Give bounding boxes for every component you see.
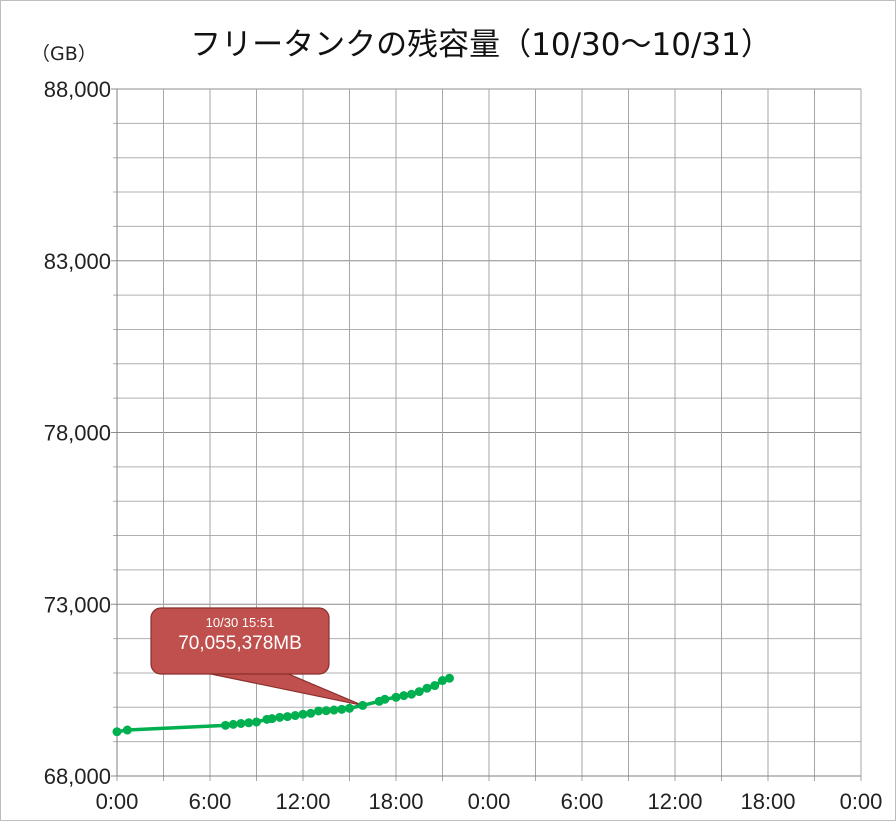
data-point [444,673,454,683]
x-tick-label: 0:00 [96,789,139,814]
y-tick-label: 83,000 [44,249,111,274]
x-tick-label: 6:00 [189,789,232,814]
x-tick-label: 12:00 [275,789,330,814]
y-axis-unit: （GB） [31,43,97,65]
data-point [236,718,246,728]
x-tick-label: 18:00 [740,789,795,814]
data-point [244,718,254,728]
data-point [314,706,323,716]
y-tick-label: 73,000 [44,592,111,617]
data-point [399,691,409,701]
data-point [407,689,416,699]
data-point [275,712,285,722]
data-point [438,676,447,686]
data-point [306,708,316,718]
y-tick-label: 88,000 [44,77,111,102]
chart-title: フリータンクの残容量（10/30～10/31） [190,27,772,63]
data-point [337,704,347,714]
data-point [122,725,132,735]
data-point [267,714,277,724]
data-point [290,711,300,721]
data-point [298,709,308,719]
data-point [391,692,401,702]
data-point [380,694,390,704]
data-point [283,712,292,722]
data-point [358,700,368,710]
annotation-date: 10/30 15:51 [205,615,275,630]
annotation-callout [150,607,330,675]
data-point [329,705,339,715]
data-point [430,681,440,691]
data-point [252,717,261,727]
y-tick-label: 68,000 [44,764,111,789]
x-tick-label: 0:00 [468,789,511,814]
x-tick-label: 0:00 [840,789,883,814]
annotation-value: 70,055,378MB [178,633,302,654]
data-point [112,727,122,737]
x-tick-label: 12:00 [647,789,702,814]
y-tick-label: 78,000 [44,421,111,446]
x-tick-label: 6:00 [561,789,604,814]
x-tick-label: 18:00 [368,789,423,814]
data-point [228,719,238,729]
data-point [345,703,354,713]
annotation-pointer [205,672,363,706]
data-point [221,720,230,730]
data-point [321,706,331,716]
annotation-box [150,607,330,675]
data-point [422,683,432,693]
data-point [414,687,424,697]
